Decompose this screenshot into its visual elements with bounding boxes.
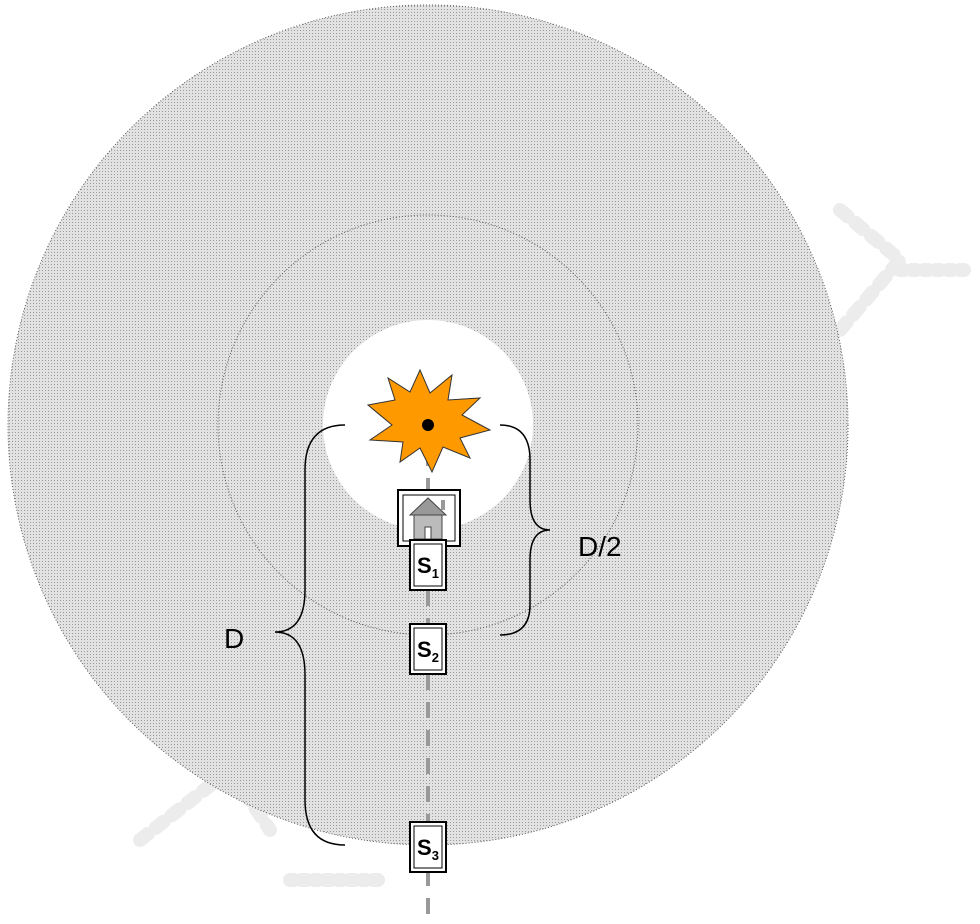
sensor-letter: S bbox=[417, 637, 432, 662]
sensor: S2 bbox=[410, 624, 446, 674]
house-icon bbox=[398, 490, 460, 546]
sensor-letter: S bbox=[417, 553, 432, 578]
distance-label: D bbox=[224, 623, 244, 654]
sensor: S1 bbox=[410, 540, 446, 590]
sensor-letter: S bbox=[417, 835, 432, 860]
half-distance-label: D/2 bbox=[578, 531, 622, 562]
explosion-center bbox=[422, 419, 434, 431]
diagram: D/2 D S1S2S3 bbox=[0, 0, 980, 924]
sensor-subscript: 3 bbox=[432, 848, 439, 863]
sensor-subscript: 1 bbox=[432, 566, 439, 581]
sensor: S3 bbox=[410, 822, 446, 872]
sensor-subscript: 2 bbox=[432, 650, 439, 665]
